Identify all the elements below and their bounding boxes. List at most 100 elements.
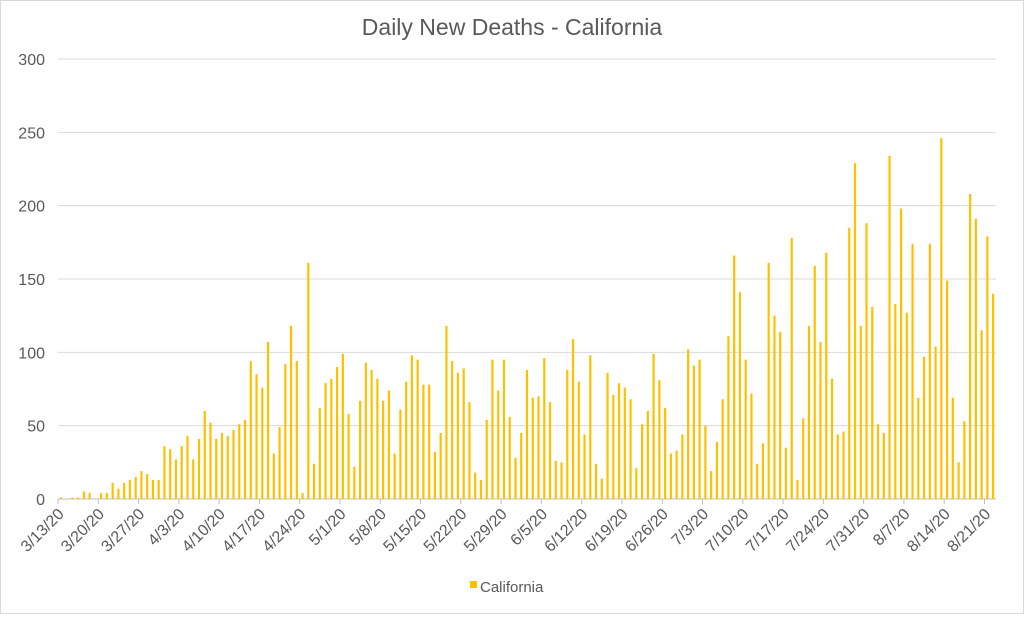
bar xyxy=(157,479,160,499)
x-tick-label: 6/19/20 xyxy=(582,506,632,556)
y-tick-label: 300 xyxy=(18,52,45,69)
bar xyxy=(220,433,224,499)
bar xyxy=(934,346,937,499)
bar xyxy=(779,331,782,499)
bar xyxy=(836,434,839,499)
bar xyxy=(238,424,241,499)
bar xyxy=(387,390,390,499)
bar xyxy=(410,355,414,499)
y-tick-label: 50 xyxy=(27,419,45,436)
bar xyxy=(738,292,742,499)
bar xyxy=(790,237,793,499)
bar xyxy=(82,491,85,499)
x-tick-label: 3/13/20 xyxy=(18,506,68,556)
bar xyxy=(295,361,298,499)
bar xyxy=(307,262,310,499)
chart-title: Daily New Deaths - California xyxy=(362,14,663,40)
bar xyxy=(284,364,287,499)
bar xyxy=(940,138,943,499)
bar xyxy=(692,365,695,499)
x-tick-label: 8/21/20 xyxy=(944,506,994,556)
bar xyxy=(606,372,609,499)
bar xyxy=(876,424,880,499)
bar xyxy=(721,399,724,499)
x-tick-label: 6/12/20 xyxy=(542,506,592,556)
x-tick-label: 4/10/20 xyxy=(179,506,229,556)
bar xyxy=(928,243,931,499)
bar xyxy=(756,463,759,499)
x-tick-label: 5/15/20 xyxy=(380,506,430,556)
x-tick-label: 3/20/20 xyxy=(58,506,108,556)
bar xyxy=(963,421,966,499)
bar xyxy=(554,460,557,499)
bar xyxy=(669,453,672,499)
bar xyxy=(422,384,425,499)
bar xyxy=(123,482,126,499)
bar xyxy=(980,330,983,499)
bar xyxy=(151,479,155,499)
legend-swatch xyxy=(470,581,477,588)
bar xyxy=(451,361,454,499)
bar xyxy=(646,411,649,499)
bar xyxy=(405,381,408,499)
bar xyxy=(232,430,235,499)
bar xyxy=(899,208,903,499)
bar xyxy=(433,452,437,499)
bar xyxy=(675,450,678,499)
bar xyxy=(324,383,327,499)
legend-label: California xyxy=(480,579,544,596)
bar xyxy=(100,493,103,499)
bar xyxy=(88,493,91,499)
bar xyxy=(531,397,534,499)
bar xyxy=(301,493,304,499)
bar xyxy=(784,447,788,499)
bar xyxy=(566,369,569,499)
bar xyxy=(589,355,592,499)
bar xyxy=(71,497,74,499)
bar xyxy=(146,474,149,499)
bar xyxy=(577,381,580,499)
bar xyxy=(439,433,442,499)
bar xyxy=(520,433,523,499)
bar xyxy=(543,358,546,499)
bar xyxy=(278,427,281,499)
bar xyxy=(382,400,385,499)
bar xyxy=(59,497,62,499)
x-tick-label: 4/24/20 xyxy=(260,506,310,556)
bar xyxy=(865,223,868,499)
bar xyxy=(186,435,189,499)
bar xyxy=(635,468,638,499)
bar xyxy=(341,353,344,499)
bar xyxy=(468,402,471,499)
bar xyxy=(969,193,972,499)
bar xyxy=(629,399,632,499)
bar xyxy=(491,359,494,499)
bar xyxy=(727,336,730,499)
bar xyxy=(813,265,816,499)
bar xyxy=(859,325,862,499)
bar xyxy=(502,359,506,499)
x-tick-label: 8/14/20 xyxy=(904,506,954,556)
bar xyxy=(548,402,552,499)
x-tick-label: 6/26/20 xyxy=(622,506,672,556)
bar xyxy=(974,218,977,499)
bar xyxy=(140,471,143,499)
bar xyxy=(111,482,114,499)
bar xyxy=(992,293,995,499)
bar xyxy=(272,453,275,499)
bar xyxy=(249,361,252,499)
bar xyxy=(905,312,908,499)
bar xyxy=(871,306,874,499)
bar xyxy=(169,449,172,499)
bar xyxy=(474,472,477,499)
bar xyxy=(192,459,195,499)
bar xyxy=(594,463,598,499)
bar xyxy=(215,438,218,499)
bar xyxy=(957,462,960,499)
bar xyxy=(698,359,701,499)
bar xyxy=(767,262,770,499)
bar xyxy=(364,362,367,499)
bar xyxy=(773,315,776,499)
